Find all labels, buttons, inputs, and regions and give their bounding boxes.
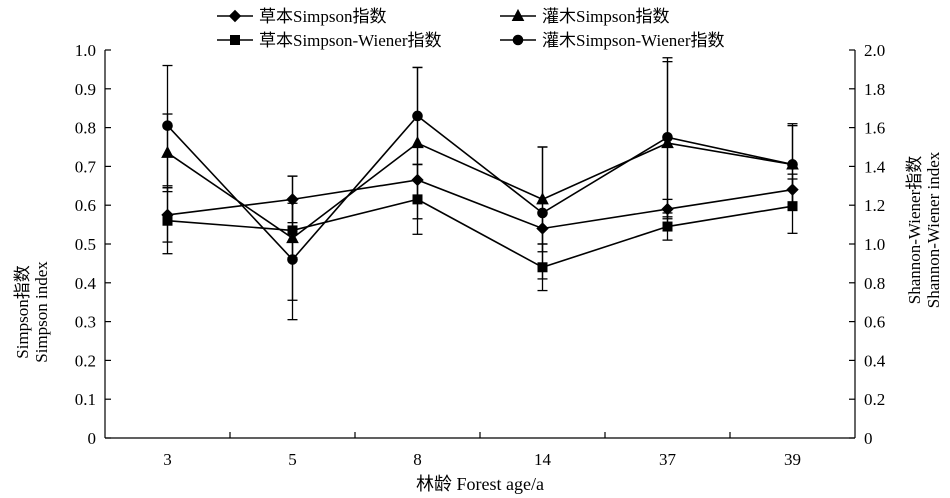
data-point-diamond: [536, 222, 549, 235]
left-y-tick-label: 0.6: [75, 196, 96, 215]
right-y-tick-label: 1.0: [864, 235, 885, 254]
right-y-tick-label: 1.6: [864, 119, 885, 138]
left-y-tick-label: 0.7: [75, 157, 97, 176]
data-point-triangle: [161, 145, 174, 158]
right-y-tick-label: 2.0: [864, 41, 885, 60]
series-line-2: [167, 142, 793, 240]
left-axis-title: Simpson指数 Simpson index: [13, 261, 51, 363]
left-y-tick-label: 1.0: [75, 41, 96, 60]
series-line-1: [167, 179, 793, 230]
data-point-circle: [537, 207, 548, 219]
legend-marker-circle: [512, 34, 524, 46]
legend-marker-square: [230, 35, 240, 45]
legend-label: 灌木Simpson指数: [542, 7, 670, 26]
legend-marker-triangle: [511, 8, 525, 21]
series-line-3: [167, 198, 793, 269]
data-point-square: [162, 215, 173, 226]
right-axis-title: Shannon-Wiener指数 Shannon-Wiener index: [905, 151, 943, 308]
left-y-tick-label: 0.2: [75, 351, 96, 370]
data-point-diamond: [661, 202, 674, 216]
series-markers: [161, 110, 799, 273]
right-y-tick-label: 1.8: [864, 80, 885, 99]
left-y-tick-label: 0.5: [75, 235, 96, 254]
x-tick-label: 8: [413, 450, 422, 469]
x-tick-label: 14: [534, 450, 552, 469]
data-point-circle: [287, 254, 298, 265]
left-axis-title-line-1: Simpson指数: [13, 265, 32, 359]
right-axis-title-line-2: Shannon-Wiener index: [924, 151, 943, 308]
right-y-tick-label: 1.4: [864, 157, 886, 176]
left-y-tick-label: 0.4: [75, 274, 97, 293]
left-y-tick-label: 0: [88, 429, 97, 448]
x-tick-label: 37: [659, 450, 677, 469]
data-point-triangle: [411, 136, 424, 149]
x-tick-label: 5: [288, 450, 297, 469]
series-lines: [166, 114, 793, 269]
data-point-square: [787, 201, 798, 212]
data-point-diamond: [786, 183, 799, 196]
left-y-tick-label: 0.9: [75, 80, 96, 99]
right-y-tick-label: 1.2: [864, 196, 885, 215]
data-point-diamond: [411, 173, 424, 187]
right-axis-title-line-1: Shannon-Wiener指数: [905, 156, 924, 305]
x-tick-label: 39: [784, 450, 801, 469]
legend-item: 草本Simpson指数: [217, 7, 387, 26]
x-tick-label: 3: [163, 450, 172, 469]
legend: 草本Simpson指数 灌木Simpson指数草本Simpson-Wiener指数…: [217, 7, 725, 50]
data-point-circle: [412, 110, 423, 122]
legend-item: 灌木Simpson-Wiener指数: [500, 31, 725, 50]
data-point-square: [412, 194, 423, 205]
data-point-triangle: [286, 231, 299, 244]
data-point-square: [287, 225, 298, 236]
left-y-tick-label: 0.1: [75, 390, 96, 409]
error-bars: [162, 57, 798, 321]
right-y-tick-label: 0.8: [864, 274, 885, 293]
series-line-4: [166, 114, 793, 261]
data-point-diamond: [286, 193, 299, 206]
data-point-square: [662, 221, 673, 232]
axes: [104, 50, 856, 439]
left-axis-title-line-2: Simpson index: [32, 261, 51, 363]
left-y-tick-label: 0.8: [75, 119, 96, 138]
data-point-triangle: [536, 192, 549, 205]
right-y-tick-label: 0: [864, 429, 873, 448]
data-point-circle: [787, 159, 798, 170]
legend-label: 草本Simpson指数: [259, 7, 387, 26]
data-point-circle: [662, 132, 673, 143]
left-y-tick-label: 0.3: [75, 313, 96, 332]
legend-label: 草本Simpson-Wiener指数: [259, 31, 442, 50]
legend-item: 草本Simpson-Wiener指数: [217, 31, 442, 50]
legend-item: 灌木Simpson指数: [500, 7, 670, 26]
right-y-tick-label: 0.4: [864, 351, 886, 370]
right-y-tick-label: 0.2: [864, 390, 885, 409]
x-axis-title: 林龄 Forest age/a: [416, 474, 544, 494]
legend-label: 灌木Simpson-Wiener指数: [542, 31, 725, 50]
legend-marker-diamond: [228, 9, 242, 23]
data-point-square: [537, 262, 548, 273]
data-point-circle: [162, 120, 173, 131]
right-y-tick-label: 0.6: [864, 313, 885, 332]
ticks: 0 0.1 0.2 0.3 0.4 0.5 0.6 0.7 0.8 0.9 1.0 0 0.2 0.4 0.…: [75, 41, 886, 469]
